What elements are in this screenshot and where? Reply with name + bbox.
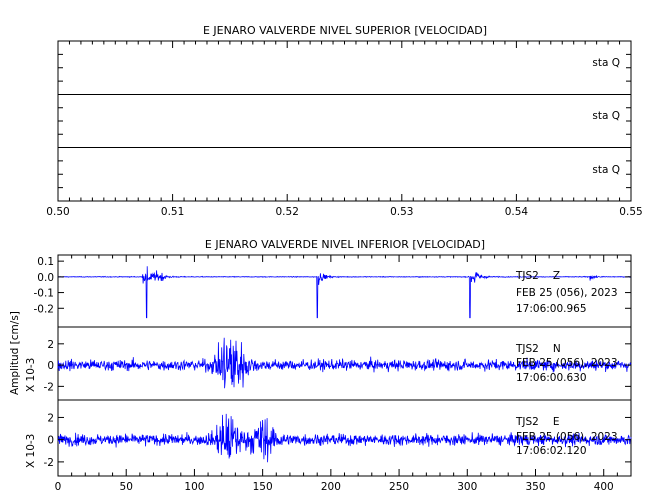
trace-e: [57, 413, 632, 463]
trace-z: [57, 266, 632, 319]
trace-n: [57, 337, 632, 389]
bottom-y-tick-label: -2: [44, 381, 54, 393]
top-panel-1-label: sta Q: [592, 57, 620, 69]
bottom-x-tick-labels: 0 50 100 150 200 250 300 350 400: [55, 481, 614, 493]
bottom-y-tick-label: 0.0: [37, 272, 54, 284]
panel-z-annotation: TJS2 Z FEB 25 (056), 2023 17:06:00.965: [515, 270, 618, 315]
bottom-y-tick-label: -2: [44, 457, 54, 469]
bottom-x-tick-label: 200: [321, 481, 341, 493]
panel-n-annotation: TJS2 N FEB 25 (056), 2023 17:06:00.630: [515, 343, 618, 384]
top-panel-2-label: sta Q: [592, 110, 620, 122]
date-z-label: FEB 25 (056), 2023: [516, 287, 618, 299]
bottom-y-tick-label: -0.2: [34, 303, 55, 315]
y-axis-label: Amplitud [cm/s]: [9, 311, 21, 395]
bottom-y-tick-label: 0: [47, 435, 54, 447]
bottom-y-tick-labels: 0.1 0.0 -0.1 -0.2 2 0 -2 2 0 -2: [34, 256, 55, 469]
top-x-tick-label: 0.53: [390, 206, 413, 218]
top-x-tick-label: 0.52: [276, 206, 299, 218]
top-chart-frame: [57, 40, 632, 202]
top-x-tick-labels: 0.50 0.51 0.52 0.53 0.54 0.55: [46, 206, 642, 218]
top-x-tick-label: 0.50: [46, 206, 69, 218]
date-n-label: FEB 25 (056), 2023: [516, 357, 618, 369]
top-chart-title: E JENARO VALVERDE NIVEL SUPERIOR [VELOCI…: [203, 24, 487, 37]
bottom-x-tick-label: 50: [120, 481, 133, 493]
top-chart-ticks: [57, 41, 632, 201]
top-chart: E JENARO VALVERDE NIVEL SUPERIOR [VELOCI…: [46, 24, 642, 218]
bottom-y-tick-label: 0.1: [37, 256, 54, 268]
bottom-y-tick-label: -0.1: [34, 288, 55, 300]
bottom-y-tick-label: 2: [47, 412, 54, 424]
time-n-label: 17:06:00.630: [516, 372, 587, 384]
top-x-tick-label: 0.51: [161, 206, 184, 218]
bottom-x-tick-label: 250: [389, 481, 409, 493]
bottom-chart: E JENARO VALVERDE NIVEL INFERIOR [VELOCI…: [9, 238, 632, 493]
time-e-label: 17:06:02.120: [516, 445, 587, 457]
scale-e-label: X 10-3: [25, 434, 37, 468]
bottom-y-tick-label: 0: [47, 360, 54, 372]
top-x-tick-label: 0.55: [619, 206, 642, 218]
top-panel-3-label: sta Q: [592, 164, 620, 176]
date-e-label: FEB 25 (056), 2023: [516, 431, 618, 443]
bottom-chart-ticks: [57, 255, 632, 476]
bottom-x-tick-label: 0: [55, 481, 62, 493]
station-z-label: TJS2 Z: [515, 270, 560, 282]
bottom-x-tick-label: 300: [457, 481, 477, 493]
panel-e-annotation: TJS2 E FEB 25 (056), 2023 17:06:02.120: [515, 416, 618, 457]
bottom-chart-title: E JENARO VALVERDE NIVEL INFERIOR [VELOCI…: [205, 238, 485, 251]
bottom-x-tick-label: 150: [253, 481, 273, 493]
scale-n-label: X 10-3: [25, 358, 37, 392]
bottom-x-tick-label: 350: [525, 481, 545, 493]
station-n-label: TJS2 N: [515, 343, 561, 355]
bottom-x-tick-label: 400: [594, 481, 614, 493]
bottom-x-tick-label: 100: [184, 481, 204, 493]
station-e-label: TJS2 E: [515, 416, 560, 428]
bottom-y-tick-label: 2: [47, 339, 54, 351]
top-x-tick-label: 0.54: [505, 206, 529, 218]
time-z-label: 17:06:00.965: [516, 303, 587, 315]
